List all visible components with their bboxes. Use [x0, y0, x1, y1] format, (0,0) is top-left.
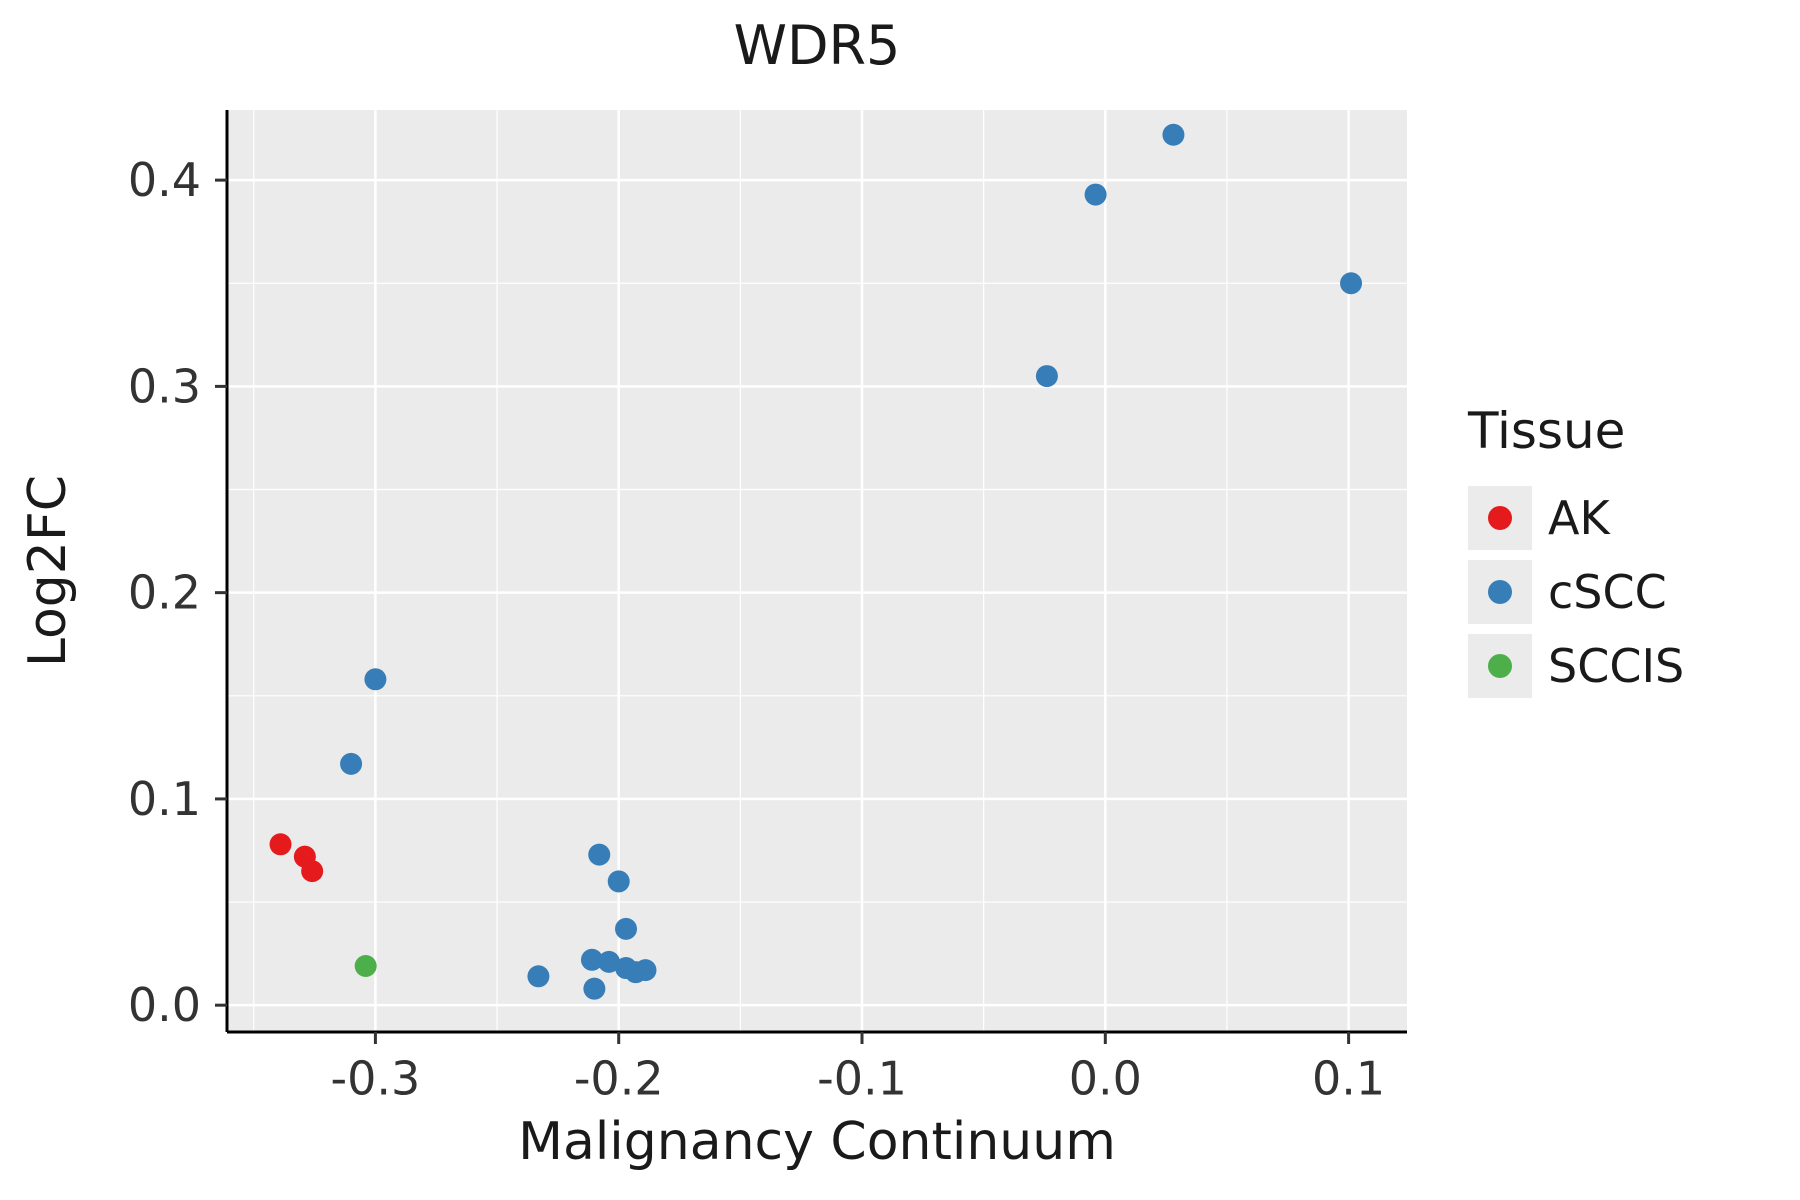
legend-key [1468, 634, 1532, 698]
data-point-cSCC [1340, 272, 1363, 295]
data-point-cSCC [607, 870, 630, 893]
x-tick-label: -0.3 [331, 1051, 421, 1105]
y-tick-label: 0.4 [128, 153, 201, 207]
x-tick-label: 0.0 [1069, 1051, 1142, 1105]
legend-key [1468, 560, 1532, 624]
data-point-cSCC [597, 950, 620, 973]
legend-item-AK: AK [1468, 486, 1684, 550]
y-tick-label: 0.2 [128, 566, 201, 620]
data-point-cSCC [634, 959, 657, 982]
legend-dot-icon [1488, 654, 1512, 678]
legend-dot-icon [1488, 580, 1512, 604]
data-point-AK [269, 833, 292, 856]
legend: Tissue AK cSCC SCCIS [1468, 402, 1684, 698]
data-point-cSCC [340, 752, 363, 775]
data-point-cSCC [588, 843, 611, 866]
data-point-cSCC [527, 965, 550, 988]
chart-title: WDR5 [733, 14, 901, 77]
legend-title: Tissue [1468, 402, 1626, 460]
plot-panel [227, 110, 1407, 1032]
legend-items: AK cSCC SCCIS [1468, 486, 1684, 698]
x-axis-label: Malignancy Continuum [518, 1112, 1116, 1172]
data-point-cSCC [615, 917, 638, 940]
y-tick-label: 0.1 [128, 772, 201, 826]
x-tick-label: 0.1 [1312, 1051, 1385, 1105]
legend-item-label: SCCIS [1548, 639, 1685, 693]
legend-item-label: AK [1548, 491, 1610, 545]
legend-item-cSCC: cSCC [1468, 560, 1684, 624]
legend-dot-icon [1488, 506, 1512, 530]
data-point-cSCC [1084, 183, 1107, 206]
data-point-cSCC [1035, 365, 1058, 388]
x-tick-label: -0.2 [574, 1051, 664, 1105]
data-point-SCCIS [354, 954, 377, 977]
y-tick-label: 0.3 [128, 359, 201, 413]
y-tick-label: 0.0 [128, 978, 201, 1032]
legend-key [1468, 486, 1532, 550]
data-point-cSCC [580, 948, 603, 971]
data-point-cSCC [583, 977, 606, 1000]
data-point-AK [301, 860, 324, 883]
data-point-cSCC [1162, 123, 1185, 146]
x-tick-label: -0.1 [817, 1051, 907, 1105]
legend-item-label: cSCC [1548, 565, 1667, 619]
legend-item-SCCIS: SCCIS [1468, 634, 1684, 698]
data-point-cSCC [364, 668, 387, 691]
